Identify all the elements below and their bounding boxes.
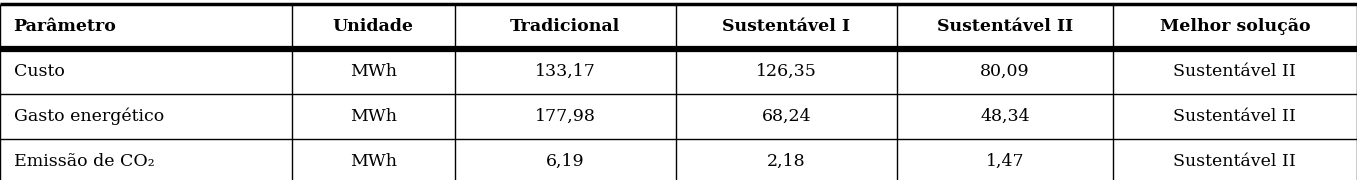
Text: MWh: MWh bbox=[350, 108, 396, 125]
Text: Custo: Custo bbox=[14, 63, 64, 80]
Text: Sustentável II: Sustentável II bbox=[1174, 63, 1296, 80]
Text: 133,17: 133,17 bbox=[535, 63, 596, 80]
Text: 48,34: 48,34 bbox=[980, 108, 1030, 125]
Text: 126,35: 126,35 bbox=[756, 63, 817, 80]
Text: 1,47: 1,47 bbox=[985, 153, 1025, 170]
Text: 68,24: 68,24 bbox=[761, 108, 811, 125]
Text: Sustentável II: Sustentável II bbox=[1174, 108, 1296, 125]
Text: 177,98: 177,98 bbox=[535, 108, 596, 125]
Text: Melhor solução: Melhor solução bbox=[1160, 18, 1310, 35]
Text: Sustentável II: Sustentável II bbox=[936, 18, 1073, 35]
Text: 80,09: 80,09 bbox=[980, 63, 1030, 80]
Text: Sustentável II: Sustentável II bbox=[1174, 153, 1296, 170]
Text: Sustentável I: Sustentável I bbox=[722, 18, 851, 35]
Text: 2,18: 2,18 bbox=[767, 153, 806, 170]
Text: Tradicional: Tradicional bbox=[510, 18, 620, 35]
Text: Gasto energético: Gasto energético bbox=[14, 107, 164, 125]
Text: 6,19: 6,19 bbox=[546, 153, 585, 170]
Text: MWh: MWh bbox=[350, 153, 396, 170]
Text: Emissão de CO₂: Emissão de CO₂ bbox=[14, 153, 155, 170]
Text: MWh: MWh bbox=[350, 63, 396, 80]
Text: Parâmetro: Parâmetro bbox=[14, 18, 117, 35]
Text: Unidade: Unidade bbox=[332, 18, 414, 35]
